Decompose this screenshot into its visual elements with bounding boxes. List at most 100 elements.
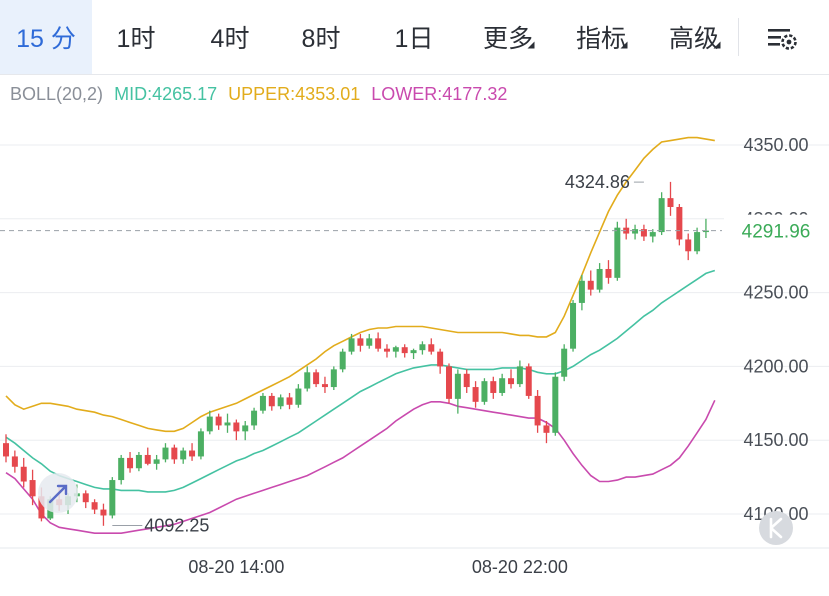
candle-body [702, 230, 709, 233]
tab-8h[interactable]: 8时 [301, 25, 341, 53]
candle [11, 450, 18, 473]
candle-body [180, 450, 187, 460]
candle [578, 274, 585, 311]
candle [685, 233, 692, 261]
candle-body [667, 198, 674, 207]
candle-body [224, 422, 231, 426]
candle [357, 333, 364, 352]
candle [189, 443, 196, 461]
candle-body [516, 366, 523, 385]
candle-body [561, 348, 568, 377]
x-tick-label: 08-20 14:00 [188, 557, 284, 577]
candle [623, 218, 630, 240]
candle [268, 392, 275, 411]
candle [499, 373, 506, 396]
tab-advanced[interactable]: 高级 [668, 25, 719, 53]
candle [649, 229, 656, 243]
candle [259, 392, 266, 414]
candle [543, 421, 550, 444]
tab-1d[interactable]: 1日 [394, 25, 434, 53]
candle [632, 224, 639, 240]
tab-1h[interactable]: 1时 [116, 25, 156, 53]
candle-body [215, 416, 222, 426]
candle [153, 454, 160, 470]
candle [20, 457, 27, 488]
candle-body [508, 378, 515, 385]
k-letter-icon [769, 517, 783, 539]
candlestick-chart[interactable]: 4350.004300.004250.004200.004150.004100.… [0, 120, 829, 596]
floating-share-icon[interactable] [38, 473, 78, 513]
candle-body [552, 376, 559, 433]
candle [605, 260, 612, 284]
candle-body [91, 502, 98, 510]
x-tick-label: 08-20 22:00 [472, 557, 568, 577]
candle [144, 447, 151, 466]
candle [304, 366, 311, 392]
candle-body [29, 480, 36, 497]
candle-body [348, 338, 355, 352]
candle [552, 372, 559, 436]
candle [251, 407, 258, 430]
candle [658, 192, 665, 236]
candle [82, 490, 89, 509]
tab-indicators[interactable]: 指标 [575, 25, 626, 53]
candle-body [605, 268, 612, 278]
tab-divider [738, 18, 739, 56]
candle-body [570, 302, 577, 349]
candle-body [109, 480, 116, 516]
candle-body [383, 348, 390, 352]
candle-body [189, 450, 196, 457]
candle [215, 413, 222, 430]
candle-body [162, 447, 169, 460]
candle [419, 341, 426, 355]
candle [516, 360, 523, 388]
candle-body [330, 369, 337, 388]
candle-body [153, 459, 160, 464]
candle-body [525, 366, 532, 396]
candle-body [685, 239, 692, 252]
candle-body [472, 387, 479, 402]
candle [570, 299, 577, 352]
candle [446, 363, 452, 404]
candle-body [463, 373, 470, 388]
candle [694, 227, 701, 255]
candle-body [277, 397, 284, 407]
k-logo-icon[interactable] [759, 511, 793, 545]
chart-settings-icon[interactable] [764, 22, 800, 54]
tab-more[interactable]: 更多 [482, 25, 533, 53]
candle-body [446, 366, 452, 399]
candle-body [286, 397, 293, 405]
tab-15min[interactable]: 15 分 [0, 0, 92, 74]
candle [348, 333, 355, 355]
candle [463, 369, 470, 393]
candle-body [339, 351, 346, 370]
candle [392, 345, 399, 358]
candle-body [251, 410, 258, 426]
candle-body [127, 457, 134, 469]
boll-mid-value: MID:4265.17 [114, 84, 218, 104]
candle-body [82, 493, 89, 503]
candle-body [623, 227, 630, 234]
candle [135, 452, 142, 472]
tab-4h[interactable]: 4时 [210, 25, 250, 53]
low-price-label: 4092.25 [144, 515, 209, 535]
boll-lower-value: LOWER:4177.32 [371, 84, 508, 104]
candle-body [233, 422, 240, 432]
candle [676, 204, 683, 246]
candle-body [658, 198, 665, 233]
indicators-dropdown-caret-icon [620, 41, 628, 49]
more-dropdown-caret-icon [527, 41, 535, 49]
candle [490, 376, 497, 399]
candle-body [366, 338, 373, 346]
candle [508, 369, 515, 389]
candle-body [242, 425, 249, 432]
boll-lower-line [5, 399, 716, 535]
boll-upper-value: UPPER:4353.01 [228, 84, 361, 104]
candle [437, 348, 444, 374]
candle-body [100, 509, 107, 516]
candle-body [401, 347, 408, 354]
candle [596, 263, 603, 293]
candle-body [197, 431, 204, 457]
candle [277, 394, 284, 410]
candle-body [375, 338, 382, 349]
